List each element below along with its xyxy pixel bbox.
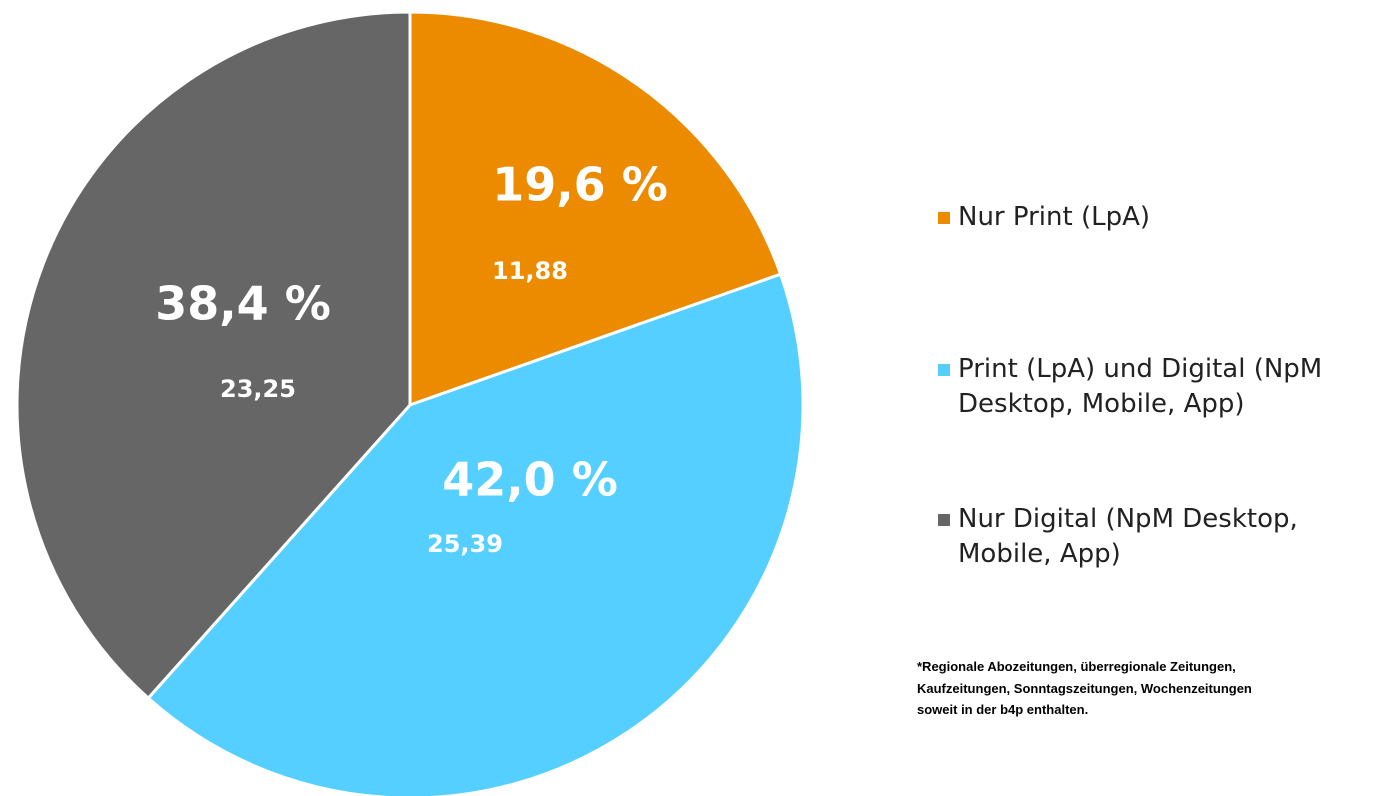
pie-slice: [146, 272, 805, 796]
footnote-line: *Regionale Abozeitungen, überregionale Z…: [917, 659, 1236, 674]
legend-label: Nur Print (LpA): [958, 202, 1151, 232]
footnote: *Regionale Abozeitungen, überregionale Z…: [917, 656, 1252, 721]
secondary-value-label: 11,88: [492, 257, 568, 285]
legend-label: Nur Digital (NpM Desktop, Mobile, App): [958, 504, 1298, 569]
secondary-value-label: 23,25: [220, 375, 296, 403]
footnote-line: Kaufzeitungen, Sonntagszeitungen, Wochen…: [917, 680, 1252, 696]
value-label: 19,6 %: [492, 158, 668, 212]
legend-swatch: [938, 212, 950, 224]
secondary-value-label: 25,39: [427, 530, 503, 558]
value-label: 42,0 %: [442, 453, 618, 507]
legend-item: Nur Print (LpA): [938, 200, 1384, 235]
legend-swatch: [938, 514, 950, 526]
pie-chart: 19,6 % 11,88 42,0 % 25,39 38,4 % 23,25: [15, 10, 805, 796]
legend-swatch: [938, 364, 950, 376]
legend-item: Nur Digital (NpM Desktop, Mobile, App): [938, 502, 1384, 572]
value-label: 38,4 %: [155, 277, 331, 331]
footnote-line: soweit in der b4p enthalten.: [917, 702, 1089, 717]
pie-slice: [15, 10, 412, 701]
legend-label: Print (LpA) und Digital (NpM Desktop, Mo…: [958, 354, 1323, 419]
legend-item: Print (LpA) und Digital (NpM Desktop, Mo…: [938, 352, 1384, 422]
